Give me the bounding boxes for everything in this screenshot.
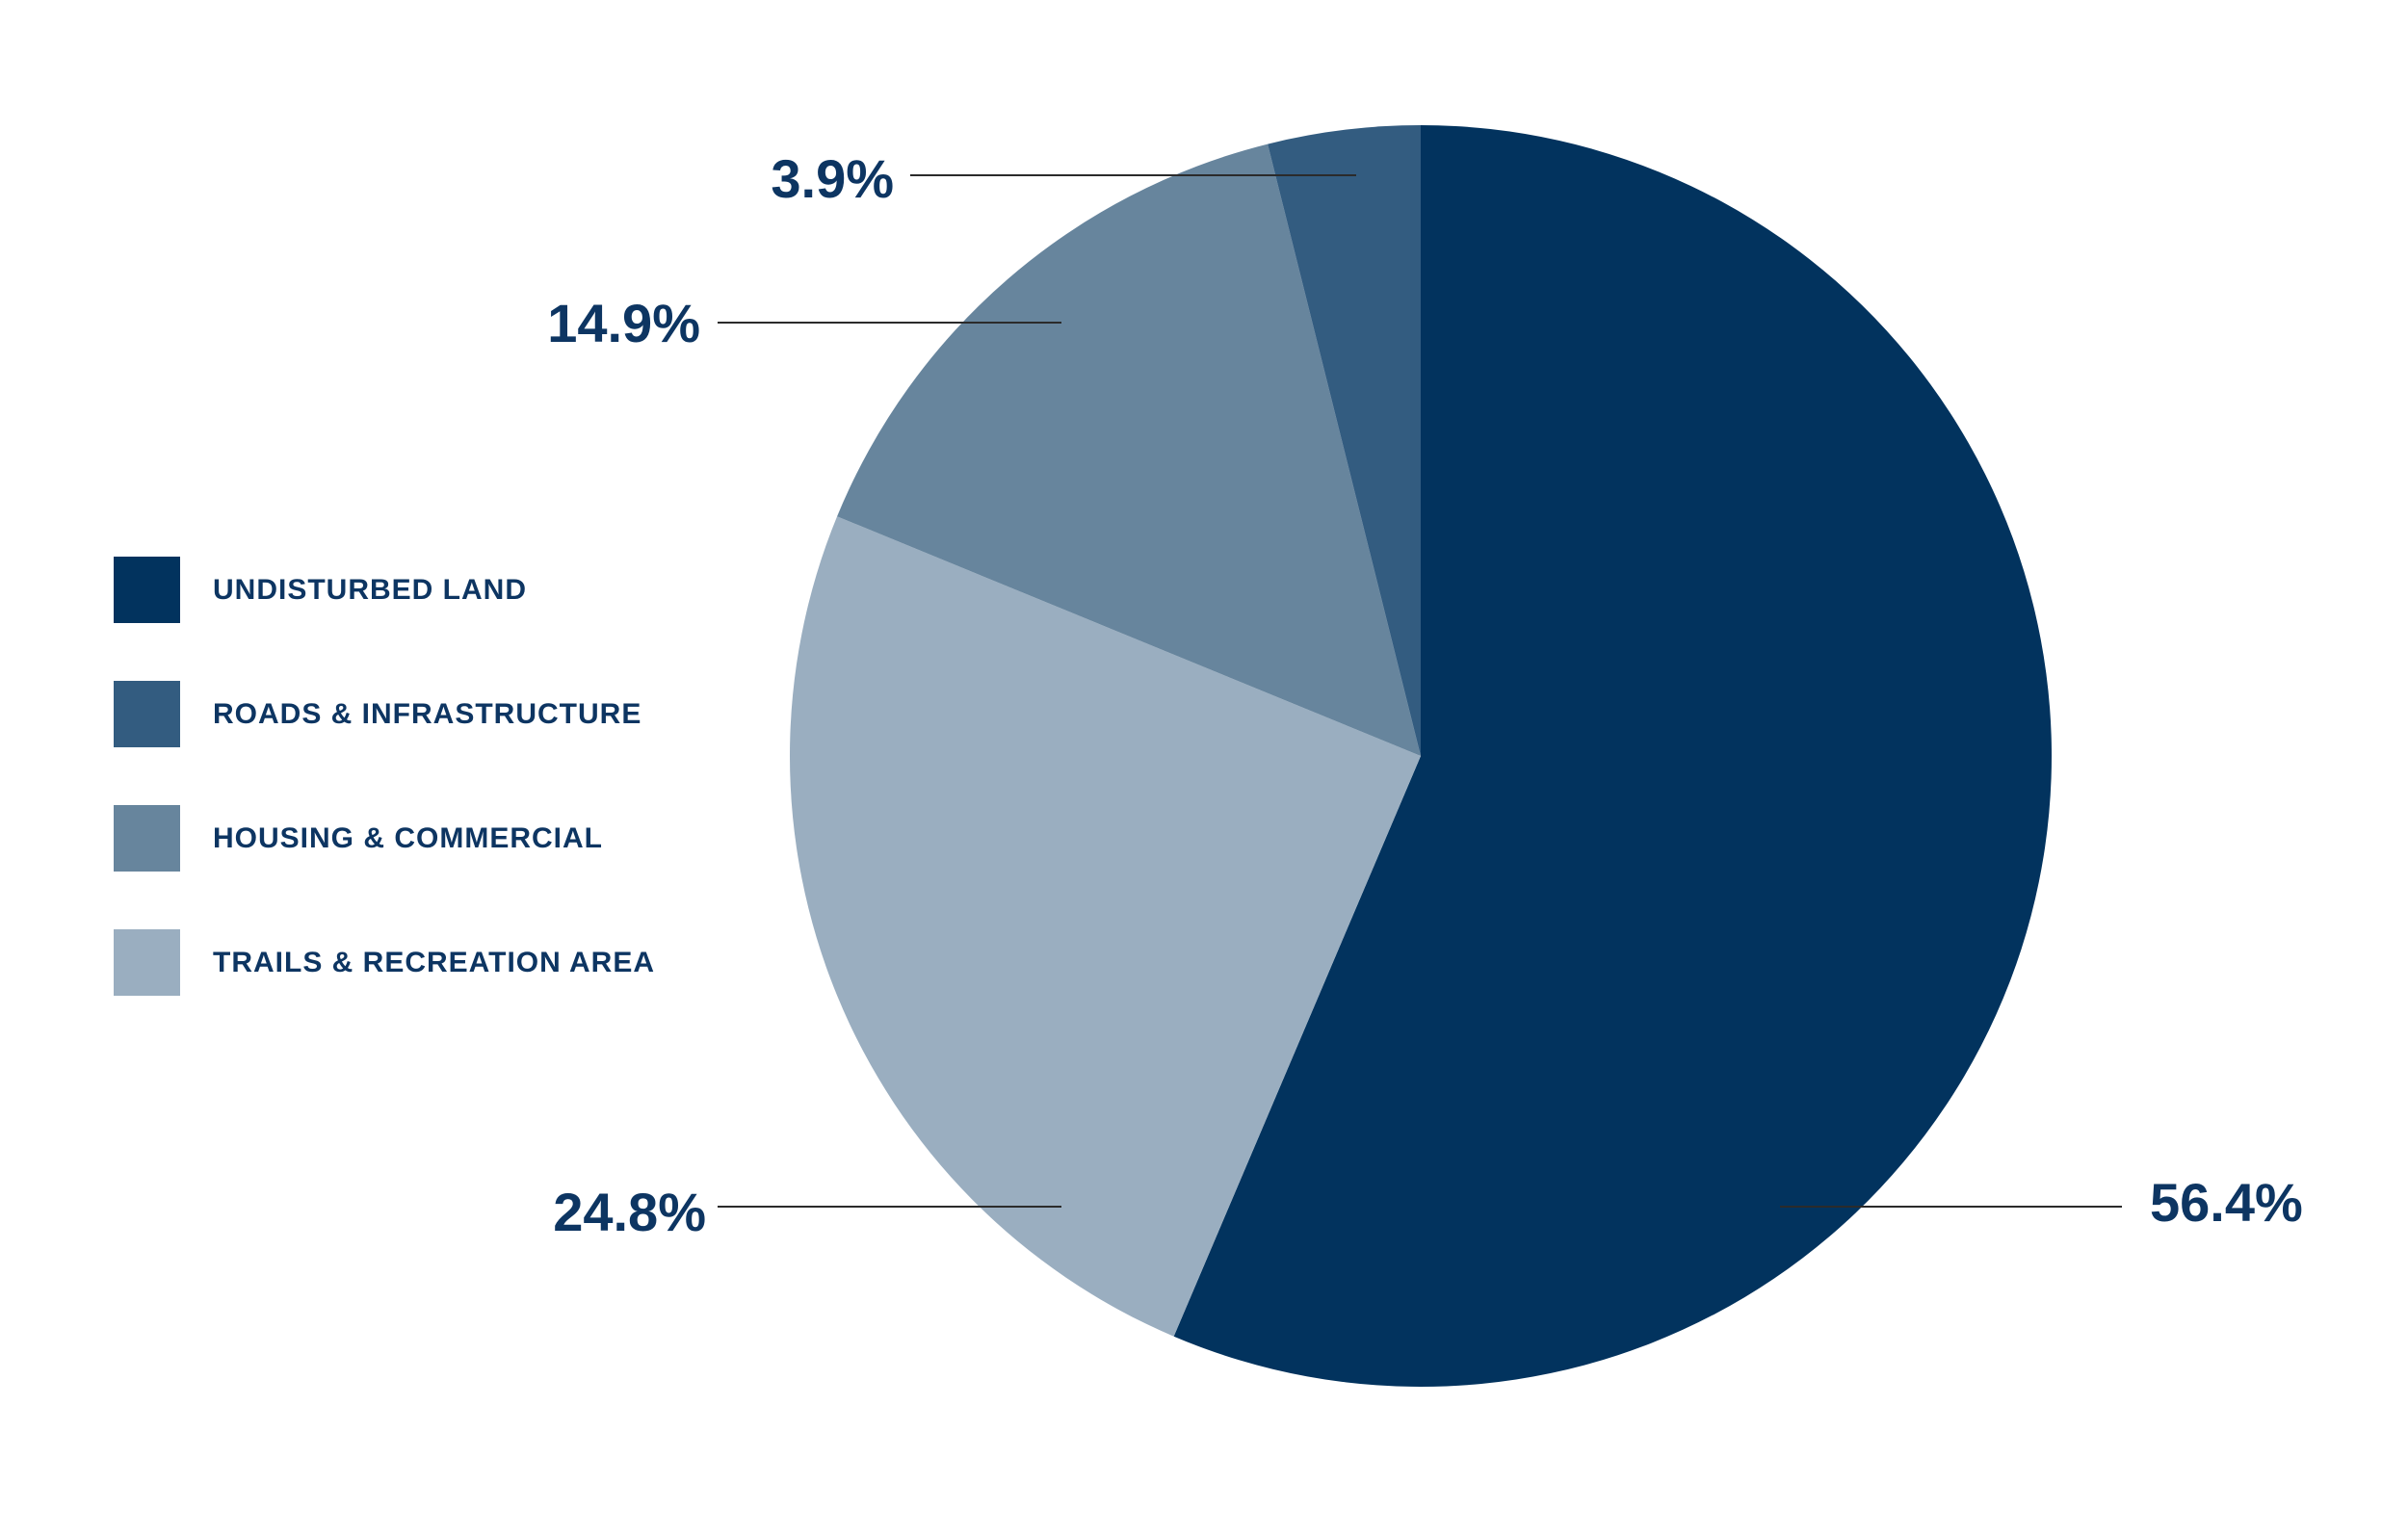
pct-label-housing-commercial: 14.9% bbox=[547, 293, 700, 353]
pct-label-roads-infrastructure: 3.9% bbox=[771, 148, 894, 209]
legend: UNDISTURBED LAND ROADS & INFRASTRUCTURE … bbox=[114, 557, 655, 1054]
legend-label: TRAILS & RECREATION AREA bbox=[213, 946, 655, 978]
legend-label: ROADS & INFRASTRUCTURE bbox=[213, 697, 642, 730]
legend-item-undisturbed-land: UNDISTURBED LAND bbox=[114, 557, 655, 623]
legend-label: HOUSING & COMMERCIAL bbox=[213, 821, 603, 854]
legend-swatch bbox=[114, 929, 180, 996]
legend-item-roads-infrastructure: ROADS & INFRASTRUCTURE bbox=[114, 681, 655, 747]
legend-item-trails-recreation-area: TRAILS & RECREATION AREA bbox=[114, 929, 655, 996]
legend-swatch bbox=[114, 805, 180, 872]
pie-slice-trails-recreation-area bbox=[789, 516, 1421, 1337]
percentage-labels: 56.4% 24.8% 14.9% 3.9% bbox=[547, 148, 2303, 1242]
legend-label: UNDISTURBED LAND bbox=[213, 573, 527, 606]
pct-label-trails-recreation-area: 24.8% bbox=[553, 1182, 706, 1242]
pie-slice-undisturbed-land bbox=[1173, 125, 2053, 1388]
pie-slices bbox=[789, 125, 2053, 1388]
legend-swatch bbox=[114, 557, 180, 623]
leader-lines bbox=[718, 174, 2122, 1208]
pie-slice-roads-infrastructure bbox=[1268, 125, 1421, 756]
pie-slice-housing-commercial bbox=[837, 143, 1421, 756]
pct-label-undisturbed-land: 56.4% bbox=[2150, 1172, 2303, 1233]
legend-item-housing-commercial: HOUSING & COMMERCIAL bbox=[114, 805, 655, 872]
legend-swatch bbox=[114, 681, 180, 747]
